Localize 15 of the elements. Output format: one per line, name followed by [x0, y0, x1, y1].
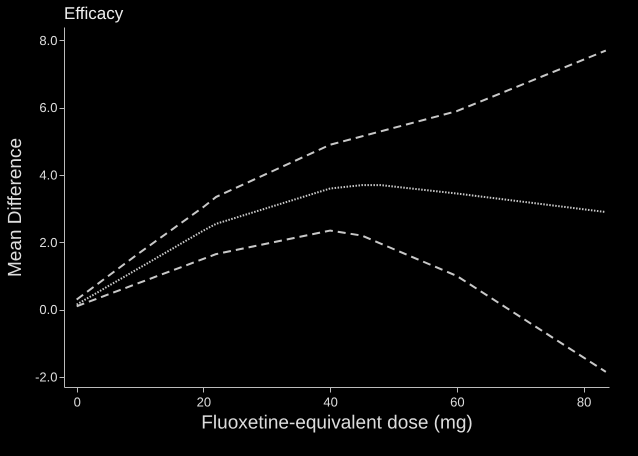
y-tick-label: 8.0 — [39, 32, 58, 48]
x-tick-label: 80 — [576, 394, 592, 410]
y-tick-label: 2.0 — [39, 234, 58, 250]
y-tick-label: 6.0 — [39, 100, 58, 116]
y-tick-label: 0.0 — [39, 302, 58, 318]
x-tick-label: 40 — [323, 394, 338, 410]
chart-title: Efficacy — [64, 4, 124, 23]
line-series — [76, 50, 607, 301]
x-tick-label: 20 — [196, 394, 212, 410]
y-axis-title: Mean Difference — [5, 138, 26, 278]
y-tick-label: -2.0 — [35, 369, 58, 384]
x-axis-title: Fluoxetine-equivalent dose (mg) — [201, 412, 473, 434]
y-tick-label: 4.0 — [39, 168, 58, 183]
x-tick-label: 60 — [450, 394, 465, 410]
x-tick-label: 0 — [74, 394, 81, 410]
